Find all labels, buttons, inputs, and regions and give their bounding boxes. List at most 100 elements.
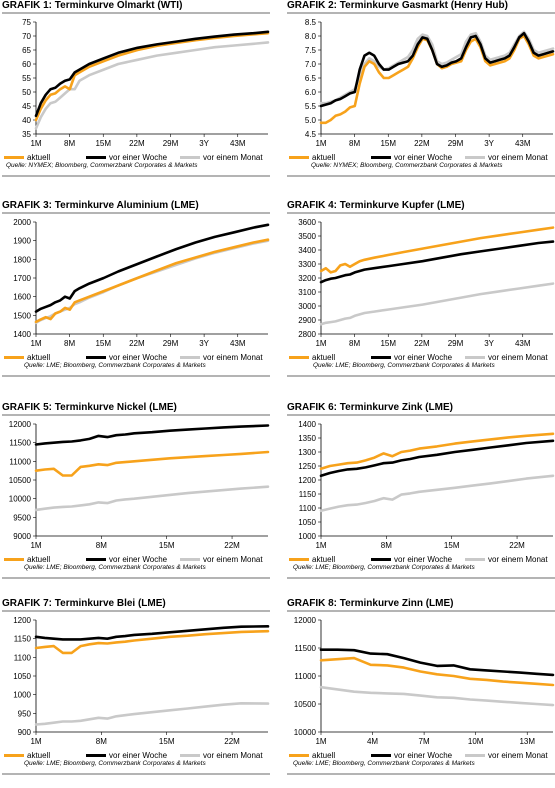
legend-swatch — [86, 558, 106, 562]
legend-label: vor einem Monat — [488, 353, 548, 362]
legend-label: aktuell — [27, 353, 51, 362]
y-tick-label: 1500 — [13, 311, 31, 320]
chart-title-text: Terminkurve Kupfer (LME) — [339, 200, 465, 211]
y-tick-label: 6.5 — [305, 74, 317, 83]
legend-swatch — [86, 754, 106, 758]
legend-label: vor einem Monat — [203, 555, 263, 564]
x-tick-label: 43M — [230, 139, 246, 148]
legend-item: vor einer Woche — [86, 153, 167, 162]
y-tick-label: 3000 — [298, 302, 316, 311]
legend-label: vor einer Woche — [109, 153, 168, 162]
chart-title-text: Terminkurve Zink (LME) — [339, 402, 453, 413]
chart-panel-copper: GRAFIK 4: Terminkurve Kupfer (LME) 2800 2… — [287, 200, 555, 390]
grafik-label: GRAFIK 8: — [287, 598, 337, 609]
chart-area: 2800 2900 3000 3100 3200 3300 3400 3500 3600 1M 8M… — [287, 214, 555, 361]
series-aktuell — [319, 432, 555, 471]
chart-title: GRAFIK 7: Terminkurve Blei (LME) — [2, 598, 166, 609]
x-tick-label: 22M — [129, 139, 145, 148]
chart-svg: 900 950 1000 1050 1100 1150 1200 1M 8M 15M 22M — [13, 616, 270, 746]
legend-swatch — [4, 356, 24, 360]
y-tick-label: 40 — [22, 116, 31, 125]
legend-swatch — [289, 754, 309, 758]
legend-item: vor einem Monat — [465, 153, 548, 162]
legend-item: vor einer Woche — [86, 353, 167, 362]
legend-item: aktuell — [4, 555, 50, 564]
legend-swatch — [371, 754, 391, 758]
x-tick-label: 8M — [64, 139, 75, 148]
y-tick-label: 1200 — [298, 476, 316, 485]
bottom-rule — [2, 577, 270, 579]
chart-area: 900 950 1000 1050 1100 1150 1200 1M 8M 15M 22M — [2, 612, 272, 759]
y-tick-label: 1250 — [298, 462, 316, 471]
y-tick-label: 60 — [22, 60, 31, 69]
title-rule — [2, 414, 270, 416]
legend-item: vor einer Woche — [371, 153, 452, 162]
chart-area: 9000 9500 10000 10500 11000 11500 12000 1M 8M 15M… — [2, 416, 272, 563]
chart-area: 1000 1050 1100 1150 1200 1250 1300 1350 1400 1M 8M… — [287, 416, 555, 563]
x-tick-label: 1M — [30, 139, 41, 148]
chart-title-text: Terminkurve Blei (LME) — [54, 598, 166, 609]
y-tick-label: 1050 — [298, 518, 316, 527]
title-rule — [287, 212, 555, 214]
legend-label: vor einer Woche — [109, 555, 168, 564]
chart-svg: 1400 1500 1600 1700 1800 1900 2000 1M 8M 15M 22M 29… — [13, 218, 270, 348]
chart-legend: aktuell vor einer Woche vor einem Monat — [4, 751, 270, 765]
bottom-rule — [2, 175, 270, 177]
legend-item: aktuell — [289, 353, 335, 362]
x-tick-label: 8M — [64, 339, 75, 348]
y-tick-label: 8.5 — [305, 18, 317, 27]
series-vor-einer-woche — [319, 31, 555, 108]
y-tick-label: 1100 — [299, 504, 317, 513]
y-tick-label: 2900 — [298, 316, 316, 325]
bottom-rule — [287, 773, 555, 775]
grafik-label: GRAFIK 5: — [2, 402, 52, 413]
y-tick-label: 4.5 — [305, 130, 317, 139]
bottom-rule — [287, 577, 555, 579]
y-tick-label: 10000 — [9, 495, 32, 504]
y-tick-label: 1050 — [13, 672, 31, 681]
legend-swatch — [86, 356, 106, 360]
chart-legend: aktuell vor einer Woche vor einem Monat — [289, 353, 555, 367]
series-aktuell — [319, 656, 555, 687]
chart-svg: 2800 2900 3000 3100 3200 3300 3400 3500 3600 1M 8M… — [298, 218, 555, 348]
x-tick-label: 1M — [315, 737, 326, 746]
legend-label: aktuell — [27, 751, 51, 760]
y-tick-label: 10500 — [294, 700, 317, 709]
series-vor-einem-monat — [34, 702, 270, 726]
y-tick-label: 1300 — [298, 448, 316, 457]
chart-legend: aktuell vor einer Woche vor einem Monat — [4, 153, 270, 167]
series-vor-einer-woche — [34, 30, 270, 118]
bottom-rule — [2, 375, 270, 377]
grafik-label: GRAFIK 4: — [287, 200, 337, 211]
y-tick-label: 1400 — [298, 420, 316, 429]
chart-title: GRAFIK 3: Terminkurve Aluminium (LME) — [2, 200, 199, 211]
legend-swatch — [465, 156, 485, 160]
chart-panel-nickel: GRAFIK 5: Terminkurve Nickel (LME) 9000 9… — [2, 402, 272, 592]
series-vor-einem-monat — [319, 685, 555, 707]
chart-legend: aktuell vor einer Woche vor einem Monat — [289, 555, 555, 569]
x-tick-label: 1M — [30, 339, 41, 348]
y-tick-label: 2800 — [298, 330, 316, 339]
legend-item: vor einer Woche — [371, 751, 452, 760]
legend-label: vor einem Monat — [488, 153, 548, 162]
y-tick-label: 6.0 — [305, 88, 317, 97]
legend-swatch — [465, 754, 485, 758]
legend-label: vor einer Woche — [394, 153, 453, 162]
chart-panel-aluminium: GRAFIK 3: Terminkurve Aluminium (LME) 14… — [2, 200, 272, 390]
x-tick-label: 22M — [414, 339, 430, 348]
grafik-label: GRAFIK 2: — [287, 0, 337, 11]
legend-label: vor einer Woche — [109, 353, 168, 362]
series-vor-einem-monat — [319, 474, 555, 513]
x-tick-label: 15M — [95, 339, 111, 348]
chart-title: GRAFIK 5: Terminkurve Nickel (LME) — [2, 402, 177, 413]
legend-label: aktuell — [27, 153, 51, 162]
title-rule — [287, 12, 555, 14]
y-tick-label: 11000 — [294, 672, 316, 681]
x-tick-label: 3Y — [199, 339, 209, 348]
x-tick-label: 29M — [448, 139, 464, 148]
y-tick-label: 950 — [18, 709, 32, 718]
chart-svg: 10000 10500 11000 11500 12000 1M 4M 7M 10M 13M — [294, 616, 555, 746]
legend-swatch — [289, 558, 309, 562]
legend-label: aktuell — [312, 153, 336, 162]
x-tick-label: 22M — [224, 737, 240, 746]
